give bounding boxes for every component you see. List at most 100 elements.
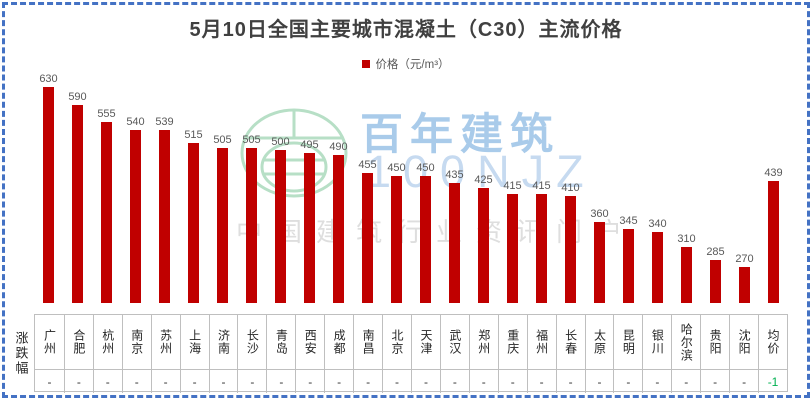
change-cell: - [179, 370, 209, 393]
bar-cell: 435 [440, 74, 469, 303]
bar-value-label: 515 [184, 129, 203, 141]
bar-value-label: 270 [735, 253, 754, 265]
change-value: - [626, 374, 631, 389]
city-cell: 济南 [208, 315, 238, 369]
city-label: 青岛 [274, 329, 289, 355]
bar-cell: 490 [324, 74, 353, 303]
city-cell: 苏州 [150, 315, 180, 369]
chart-title: 5月10日全国主要城市混凝土（C30）主流价格 [189, 19, 623, 41]
change-cell: - [439, 370, 469, 393]
bar [362, 173, 373, 303]
bar-value-label: 505 [213, 134, 232, 146]
change-cell: - [700, 370, 729, 393]
bar-cell: 345 [614, 74, 643, 303]
change-value: - [221, 374, 226, 389]
change-value: - [279, 374, 284, 389]
change-cell: - [468, 370, 498, 393]
change-cell: - [63, 370, 93, 393]
change-cell: - [121, 370, 151, 393]
change-value: - [395, 374, 400, 389]
city-label: 太原 [592, 329, 607, 355]
city-label: 重庆 [505, 329, 520, 355]
city-cell: 均价 [758, 315, 787, 369]
bar-value-label: 340 [648, 218, 667, 230]
city-cell: 南京 [121, 315, 151, 369]
city-label: 银川 [650, 329, 665, 355]
city-cell: 杭州 [92, 315, 122, 369]
city-cell: 贵阳 [700, 315, 729, 369]
data-table: 广州 合肥 杭州 南京 苏州 上海 济南 长沙 青岛 西安 成都 南昌 北京 天津 武汉 郑州 重庆 福州 长春 太原… [34, 314, 788, 393]
city-cell: 武汉 [439, 315, 469, 369]
city-label: 长沙 [245, 329, 260, 355]
change-value: - [337, 374, 342, 389]
city-cell: 银川 [642, 315, 671, 369]
change-value: - [423, 374, 428, 389]
bar [507, 194, 518, 303]
bar [420, 176, 431, 303]
change-value: - [250, 374, 255, 389]
change-cell: - [410, 370, 440, 393]
bar-cell: 555 [92, 74, 121, 303]
change-value: - [539, 374, 544, 389]
bar-cell: 310 [672, 74, 701, 303]
bar-value-label: 590 [68, 91, 87, 103]
change-value: - [597, 374, 602, 389]
change-value: - [308, 374, 313, 389]
bar [681, 247, 692, 303]
change-value: - [366, 374, 371, 389]
bar [478, 188, 489, 303]
bar [101, 122, 112, 303]
bar-cell: 340 [643, 74, 672, 303]
change-cell: - [729, 370, 758, 393]
bar [159, 130, 170, 303]
change-cell: - [266, 370, 295, 393]
change-value: - [192, 374, 197, 389]
change-value-row: - - - - - - - - - - - - - - - - - - - - - - - - - -1 [35, 370, 787, 393]
bar-cell: 450 [411, 74, 440, 303]
change-cell: -1 [758, 370, 787, 393]
bar [594, 222, 605, 303]
bar-value-label: 505 [242, 134, 261, 146]
bar [246, 148, 257, 303]
bar [43, 87, 54, 303]
city-label: 北京 [390, 329, 405, 355]
change-value: - [163, 374, 168, 389]
bar-cell: 495 [295, 74, 324, 303]
bar-value-label: 450 [416, 162, 435, 174]
bar-cell: 455 [353, 74, 382, 303]
city-cell: 北京 [382, 315, 411, 369]
bar-cell: 285 [701, 74, 730, 303]
bar [130, 130, 141, 303]
bar-cell: 415 [527, 74, 556, 303]
bar [623, 229, 634, 303]
change-row-label: 涨跌幅 [13, 330, 29, 376]
bar-value-label: 415 [532, 180, 551, 192]
bar [536, 194, 547, 303]
bar-cell: 505 [208, 74, 237, 303]
bar-cell: 539 [150, 74, 179, 303]
change-cell: - [555, 370, 585, 393]
city-label: 西安 [303, 329, 318, 355]
bar-cell: 630 [34, 74, 63, 303]
bar-value-label: 345 [619, 215, 638, 227]
city-label: 昆明 [621, 329, 636, 355]
city-label: 长春 [563, 329, 578, 355]
bar-value-label: 415 [503, 180, 522, 192]
bar-value-label: 555 [97, 108, 116, 120]
bar-value-label: 490 [329, 141, 348, 153]
city-cell: 长沙 [237, 315, 266, 369]
bar-value-label: 310 [677, 233, 696, 245]
bar-cell: 590 [63, 74, 92, 303]
city-cell: 成都 [324, 315, 353, 369]
legend-label: 价格（元/m³） [375, 59, 450, 71]
city-label: 成都 [332, 329, 347, 355]
bar [449, 183, 460, 303]
city-label: 福州 [534, 329, 549, 355]
bar-value-label: 439 [764, 167, 783, 179]
change-value: - [742, 374, 747, 389]
bar [304, 153, 315, 303]
change-value: - [134, 374, 139, 389]
change-value: - [655, 374, 660, 389]
change-cell: - [526, 370, 556, 393]
